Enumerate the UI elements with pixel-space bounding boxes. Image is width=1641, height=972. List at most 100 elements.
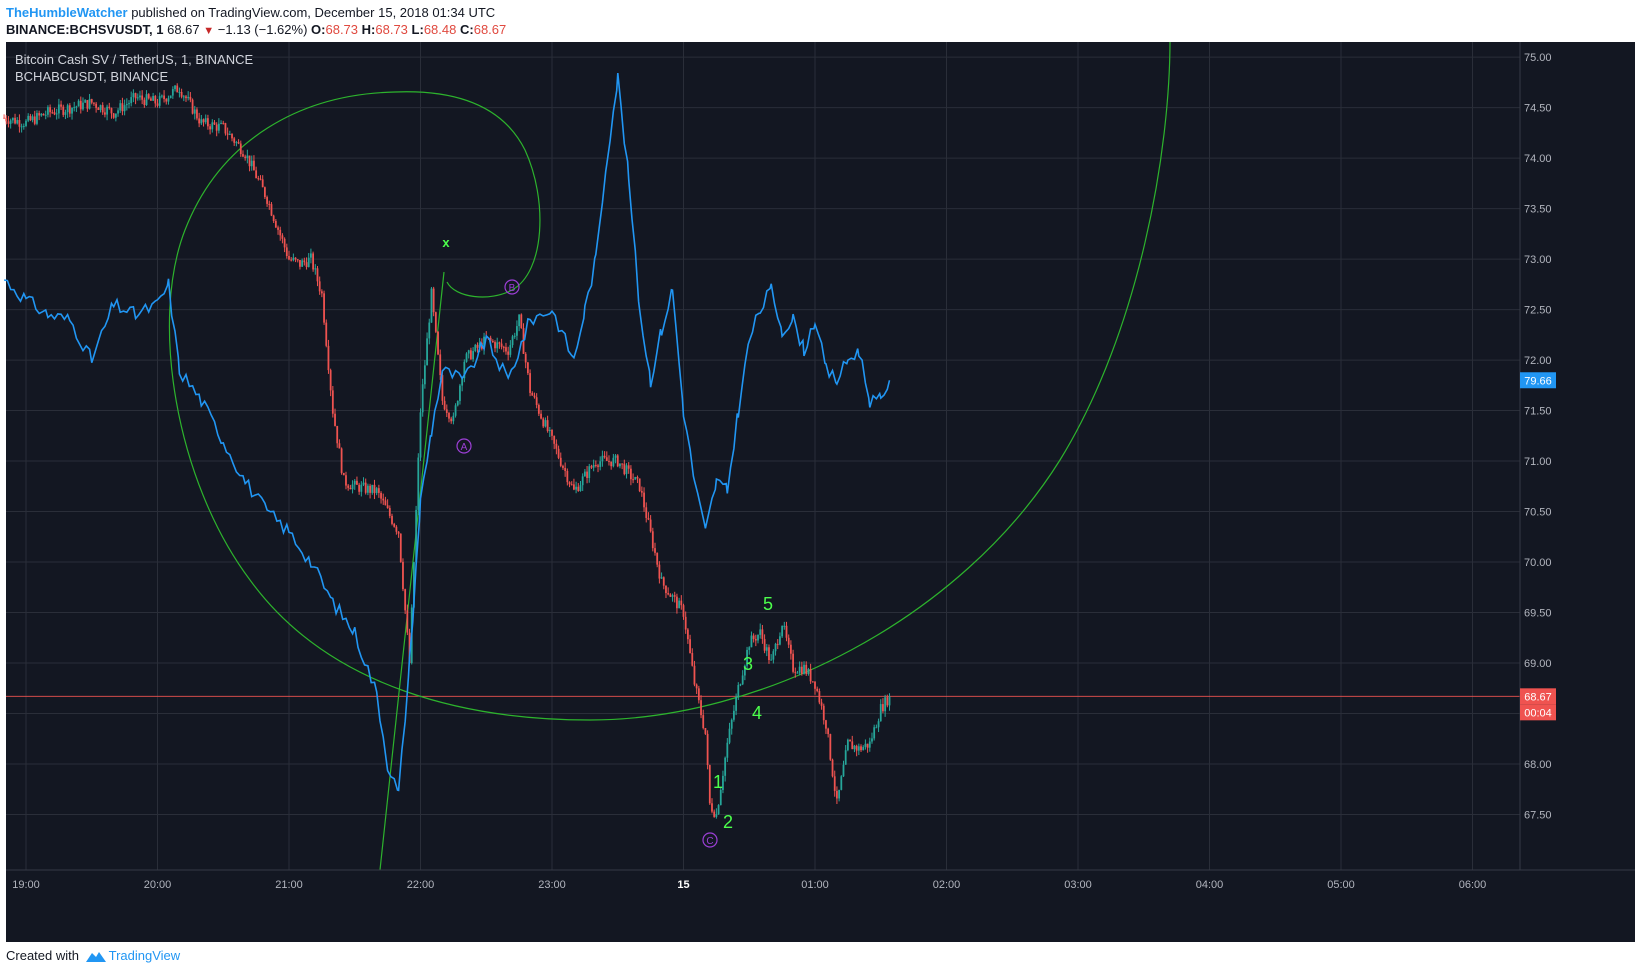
candle (814, 681, 816, 695)
candle (377, 484, 380, 498)
candle (373, 479, 376, 500)
candle (79, 96, 82, 114)
candle (283, 237, 286, 253)
candle (597, 463, 599, 473)
candle (49, 104, 52, 118)
candle (360, 481, 363, 497)
candle (371, 484, 374, 495)
candle (614, 454, 617, 464)
candle (743, 664, 746, 681)
candle (864, 739, 867, 750)
candle (42, 113, 45, 116)
candle (625, 463, 628, 479)
candle (3, 114, 5, 119)
candle (467, 349, 470, 359)
candle (239, 140, 242, 157)
candle (375, 486, 378, 496)
candle (213, 120, 216, 126)
svg-text:00:04: 00:04 (1524, 707, 1552, 719)
candle (53, 107, 56, 116)
candle (562, 464, 564, 470)
candle (866, 743, 869, 753)
candle (838, 789, 841, 802)
candle (202, 118, 205, 127)
candle (340, 447, 343, 475)
high-label: H: (361, 22, 376, 37)
candle (156, 98, 159, 108)
candle (566, 468, 569, 486)
candle (257, 175, 260, 181)
candle (605, 451, 608, 462)
spiral-baseline (379, 271, 445, 870)
candle (502, 345, 505, 353)
candle (763, 634, 766, 654)
candle (171, 86, 174, 99)
candle (237, 139, 240, 145)
candle (167, 95, 170, 105)
candle (735, 693, 737, 716)
candle (757, 634, 759, 644)
candle (174, 84, 176, 92)
spiral-drawing[interactable] (168, 40, 1171, 870)
candle (27, 113, 30, 123)
candle (831, 758, 834, 778)
candle (62, 104, 65, 118)
candle (573, 478, 575, 491)
author-link[interactable]: TheHumbleWatcher (6, 5, 128, 20)
wave-marker-a: A (456, 438, 472, 454)
tradingview-logo-icon (85, 952, 106, 962)
candle (97, 106, 100, 111)
candle (803, 661, 805, 675)
candle (380, 491, 382, 504)
candle (610, 461, 613, 470)
candle (551, 429, 553, 441)
candle (18, 114, 21, 133)
candle (695, 683, 698, 695)
candle (748, 646, 751, 655)
candle (884, 694, 887, 717)
candle (152, 92, 155, 101)
candle (608, 455, 610, 466)
candle (439, 349, 442, 380)
candle (651, 527, 654, 552)
candle (93, 102, 95, 106)
candle (531, 391, 534, 396)
candle (800, 661, 803, 676)
candle (500, 338, 503, 350)
axes-layer: 19:00 20:00 21:00 22:00 23:00 15 01:00 02:00 03:… (6, 42, 1635, 891)
candle (612, 453, 615, 468)
candle (294, 257, 297, 263)
candle (702, 709, 705, 730)
candle (851, 735, 854, 750)
candle (163, 90, 165, 103)
candle (524, 352, 527, 369)
candle (47, 105, 49, 118)
y-tick-label: 74.50 (1524, 103, 1552, 115)
elliott-wave-label: 3 (743, 654, 753, 674)
candle (737, 682, 740, 701)
footer-brand[interactable]: TradingView (108, 948, 181, 963)
candle (204, 114, 207, 125)
candle (711, 798, 713, 814)
candle (526, 361, 529, 376)
candle (673, 591, 676, 603)
candle (700, 695, 702, 719)
candle (726, 738, 729, 763)
x-tick-label: 04:00 (1196, 879, 1224, 891)
candle (90, 98, 93, 105)
candle (40, 113, 43, 117)
candle (323, 290, 325, 325)
candle (169, 95, 172, 99)
compare-layer (3, 73, 891, 792)
candle (22, 123, 25, 130)
candle (860, 744, 862, 752)
legend-compare: BCHABCUSDT, BINANCE (15, 69, 168, 84)
candle (728, 722, 731, 745)
candle (9, 118, 12, 129)
candle (443, 396, 446, 411)
candle (242, 150, 244, 158)
candle (301, 258, 304, 267)
candle (671, 593, 674, 602)
candle (382, 493, 385, 505)
